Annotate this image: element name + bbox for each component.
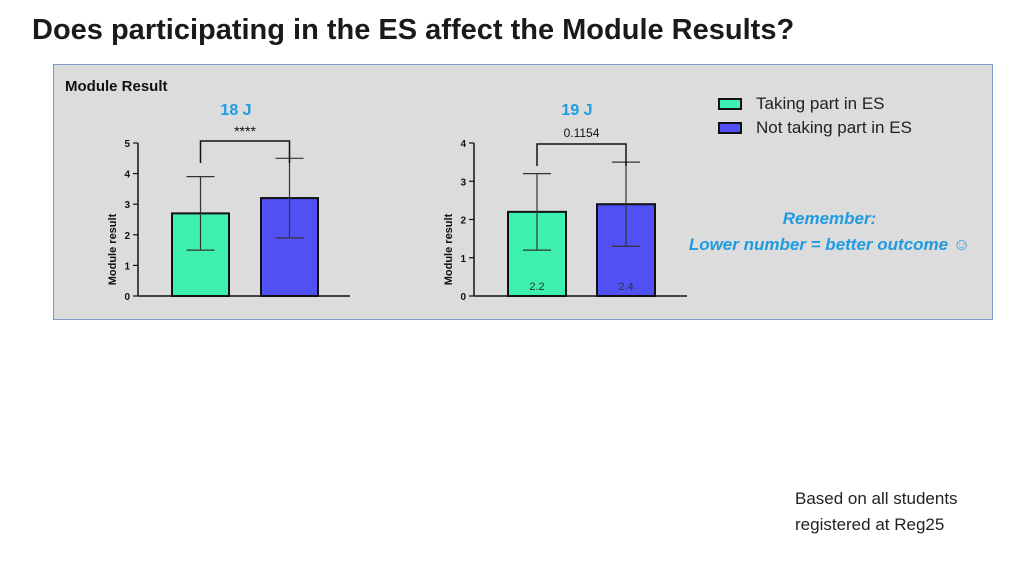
y-tick-label: 4: [124, 170, 130, 181]
y-tick-label: 1: [124, 261, 130, 272]
legend-label-es: Taking part in ES: [756, 94, 885, 113]
y-tick-label: 0: [460, 292, 466, 303]
legend-label-no-es: Not taking part in ES: [756, 118, 912, 137]
remember-text: Lower number = better outcome ☺: [688, 235, 971, 254]
remember-heading: Remember:: [782, 209, 877, 228]
data-label: 2.4: [618, 281, 633, 293]
y-tick-label: 4: [460, 139, 466, 150]
y-tick-label: 1: [460, 254, 466, 265]
legend-swatch-es: [718, 98, 742, 110]
y-tick-label: 3: [124, 200, 130, 211]
chart-title: 19 J: [561, 102, 592, 119]
y-tick-label: 2: [460, 216, 466, 227]
y-axis-label: Module result: [443, 213, 455, 285]
y-axis-label: Module result: [107, 213, 119, 285]
legend: Taking part in ES Not taking part in ES: [718, 92, 912, 140]
legend-item-es: Taking part in ES: [718, 92, 912, 116]
y-tick-label: 5: [124, 139, 130, 150]
slide-title: Does participating in the ES affect the …: [32, 14, 795, 46]
significance-label: 0.1154: [564, 126, 600, 140]
footnote-line-2: registered at Reg25: [795, 515, 945, 534]
footnote: Based on all students registered at Reg2…: [795, 486, 958, 538]
data-label: 2.2: [529, 281, 544, 293]
y-tick-label: 0: [124, 292, 130, 303]
chart-2: 19 J Module result 0 1 2 3 4 2.2 2.4 0.1154: [443, 102, 687, 303]
y-tick-label: 3: [460, 177, 466, 188]
y-tick-label: 2: [124, 231, 130, 242]
remember-note: Remember: Lower number = better outcome …: [672, 206, 987, 258]
significance-bracket: [199, 140, 291, 163]
significance-bracket: [536, 143, 627, 166]
footnote-line-1: Based on all students: [795, 489, 958, 508]
legend-swatch-no-es: [718, 122, 742, 134]
panel-label: Module Result: [65, 78, 168, 95]
chart-1: 18 J Module result 0 1 2 3 4 5 ****: [107, 102, 350, 303]
legend-item-no-es: Not taking part in ES: [718, 116, 912, 140]
chart-title: 18 J: [220, 102, 251, 119]
significance-label: ****: [234, 123, 256, 139]
